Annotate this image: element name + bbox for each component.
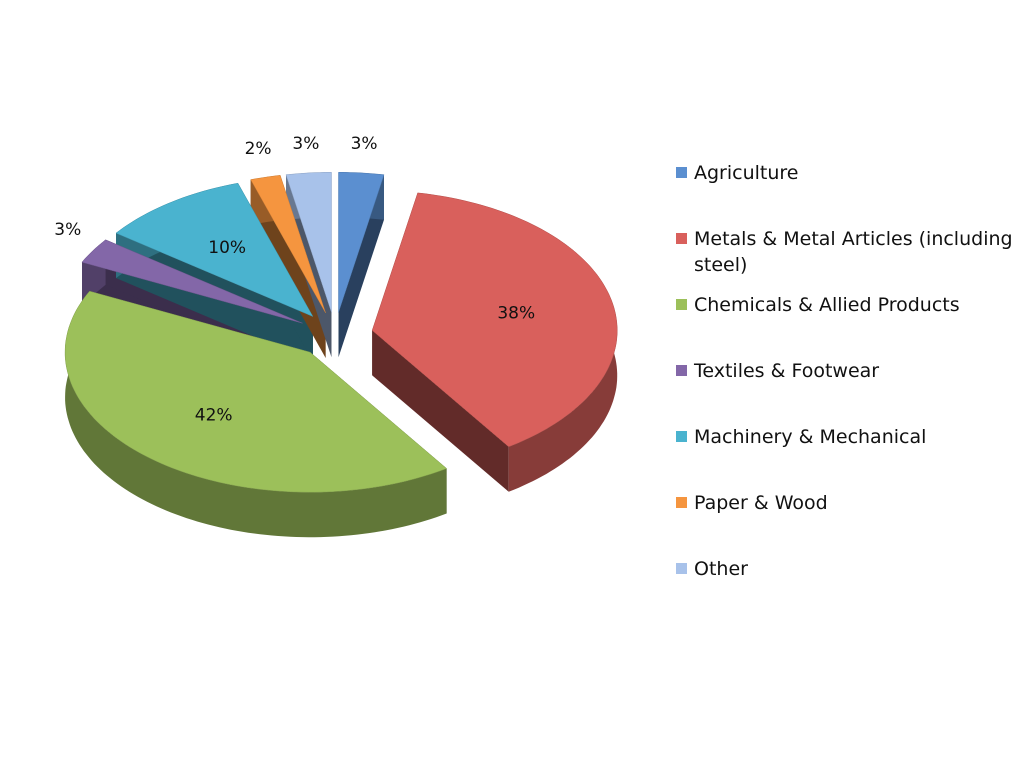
slice	[338, 172, 385, 313]
data-label: 3%	[292, 134, 319, 154]
legend-label: Paper & Wood	[694, 492, 828, 514]
slice-side	[338, 174, 384, 358]
legend-item: Textiles & Footwear	[672, 358, 1017, 384]
slice-side	[65, 291, 447, 538]
slice-side	[372, 330, 509, 492]
slice	[81, 239, 303, 324]
legend-swatch	[676, 431, 687, 442]
legend-label: Machinery & Mechanical	[694, 426, 927, 448]
slice	[64, 290, 448, 493]
legend-swatch	[676, 365, 687, 376]
slice	[115, 182, 314, 318]
data-label: 10%	[208, 238, 246, 258]
legend-swatch	[676, 167, 687, 178]
slice	[371, 192, 618, 447]
legend-swatch	[676, 233, 687, 244]
data-label: 42%	[195, 406, 233, 426]
data-label: 3%	[54, 220, 81, 240]
data-label: 38%	[497, 304, 535, 324]
slice	[250, 175, 326, 314]
legend-item: Machinery & Mechanical	[672, 424, 1017, 450]
legend-label: Textiles & Footwear	[694, 360, 880, 382]
legend-item: Other	[672, 556, 1017, 582]
legend-swatch	[676, 497, 687, 508]
legend-label: Chemicals & Allied Products	[694, 294, 960, 316]
legend-item: Agriculture	[672, 160, 1017, 186]
legend-swatch	[676, 563, 687, 574]
legend: Agriculture Metals & Metal Articles (incl…	[672, 160, 1017, 622]
legend-swatch	[676, 299, 687, 310]
data-label: 2%	[245, 139, 272, 159]
legend-label: Other	[694, 558, 748, 580]
data-label: 3%	[351, 134, 378, 154]
legend-label: Metals & Metal Articles (including steel…	[694, 228, 1013, 276]
legend-item: Chemicals & Allied Products	[672, 292, 1017, 318]
slice	[285, 172, 332, 313]
legend-item: Paper & Wood	[672, 490, 1017, 516]
legend-label: Agriculture	[694, 162, 799, 184]
legend-item: Metals & Metal Articles (including steel…	[672, 226, 1017, 278]
